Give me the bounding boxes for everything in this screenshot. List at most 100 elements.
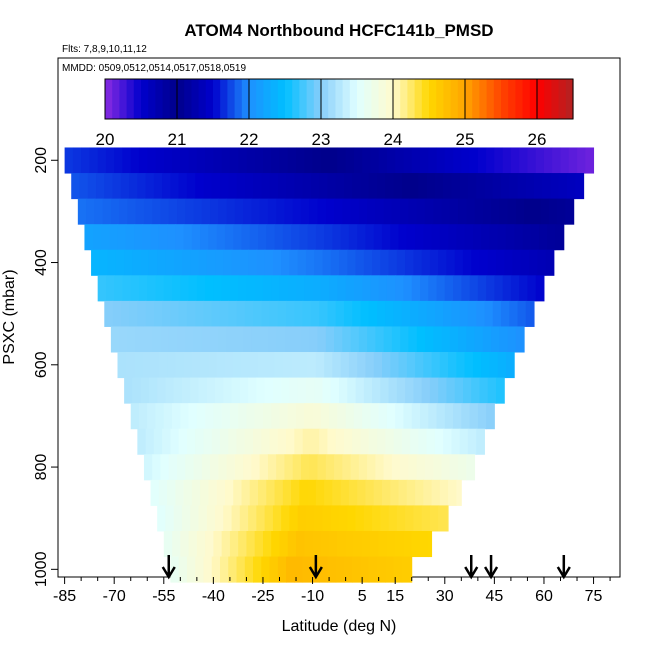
heatmap-cell xyxy=(411,147,421,174)
heatmap-cell xyxy=(339,377,348,404)
heatmap-cell xyxy=(203,428,213,455)
heatmap-cell xyxy=(135,326,145,353)
heatmap-cell xyxy=(292,454,302,481)
heatmap-cell xyxy=(284,326,294,353)
heatmap-cell xyxy=(294,300,304,327)
heatmap-cell xyxy=(122,275,132,302)
heatmap-cell xyxy=(272,377,282,404)
heatmap-cell xyxy=(117,224,127,251)
heatmap-cell xyxy=(261,556,271,583)
heatmap-cell xyxy=(428,275,438,302)
heatmap-cell xyxy=(251,198,261,225)
heatmap-cell xyxy=(372,505,381,532)
heatmap-cell xyxy=(464,224,474,251)
heatmap-cell xyxy=(317,198,327,225)
heatmap-cell xyxy=(286,173,295,200)
heatmap-cell xyxy=(378,147,388,174)
heatmap-cell xyxy=(330,377,340,404)
heatmap-cell xyxy=(500,173,510,200)
heatmap-cell xyxy=(221,403,231,430)
colorbar-tick-label: 22 xyxy=(240,130,259,149)
heatmap-cell xyxy=(388,505,398,532)
heatmap-cell xyxy=(302,173,312,200)
heatmap-cell xyxy=(253,428,262,455)
heatmap-cell xyxy=(224,224,234,251)
heatmap-cell xyxy=(444,147,454,174)
heatmap-cell xyxy=(266,352,276,379)
heatmap-cell xyxy=(512,249,522,276)
colorbar-cell xyxy=(393,79,401,119)
heatmap-cell xyxy=(408,198,418,225)
heatmap-cell xyxy=(443,173,452,200)
heatmap-cell xyxy=(167,479,176,506)
heatmap-cell xyxy=(158,224,168,251)
heatmap-cell xyxy=(183,352,193,379)
heatmap-cell xyxy=(287,147,297,174)
heatmap-cell xyxy=(419,275,429,302)
heatmap-cell xyxy=(213,530,223,558)
heatmap-cell xyxy=(459,428,469,455)
heatmap-cell xyxy=(332,352,342,379)
heatmap-cell xyxy=(186,300,196,327)
heatmap-cell xyxy=(193,326,203,353)
heatmap-cell xyxy=(489,224,499,251)
heatmap-cell xyxy=(170,300,180,327)
colorbar-cell xyxy=(378,79,387,119)
heatmap-cell xyxy=(291,479,300,506)
heatmap-cell xyxy=(357,352,366,379)
heatmap-cell xyxy=(441,454,451,481)
heatmap-cell xyxy=(474,326,484,353)
heatmap-cell xyxy=(448,352,457,379)
heatmap-cell xyxy=(492,300,502,327)
heatmap-cell xyxy=(322,249,332,276)
heatmap-cell xyxy=(134,352,143,379)
heatmap-cell xyxy=(165,249,175,276)
heatmap-cell xyxy=(378,275,388,302)
heatmap-cell xyxy=(261,428,271,455)
heatmap-cell xyxy=(367,198,376,225)
heatmap-cell xyxy=(424,326,434,353)
heatmap-cell xyxy=(170,428,180,455)
heatmap-cell xyxy=(248,505,257,532)
heatmap-cell xyxy=(147,147,157,174)
heatmap-cell xyxy=(456,224,466,251)
heatmap-cell xyxy=(155,403,165,430)
heatmap-cell xyxy=(208,224,218,251)
heatmap-cell xyxy=(234,326,244,353)
heatmap-cell xyxy=(211,173,221,200)
heatmap-cell xyxy=(160,454,170,481)
heatmap-cell xyxy=(545,249,555,276)
heatmap-cell xyxy=(424,454,434,481)
heatmap-cell xyxy=(433,198,442,225)
plot-area: MMDD: 0509,0512,0514,0517,0518,0519 xyxy=(57,57,621,583)
heatmap-cell xyxy=(296,403,305,430)
heatmap-cell xyxy=(439,479,449,506)
heatmap-cell xyxy=(276,326,285,353)
heatmap-cell xyxy=(243,454,252,481)
heatmap-cell xyxy=(342,198,352,225)
heatmap-cell xyxy=(350,326,360,353)
heatmap-cell xyxy=(168,454,178,481)
heatmap-cell xyxy=(320,147,330,174)
heatmap-cell xyxy=(448,479,457,506)
heatmap-cell xyxy=(454,377,464,404)
heatmap-cell xyxy=(117,352,127,379)
heatmap-cell xyxy=(262,403,272,430)
heatmap-cell xyxy=(191,479,201,506)
heatmap-cell xyxy=(163,403,173,430)
heatmap-cell xyxy=(173,505,183,532)
heatmap-cell xyxy=(320,403,330,430)
heatmap-cell xyxy=(210,454,219,481)
heatmap-cell xyxy=(231,505,241,532)
colorbar-cell xyxy=(515,79,524,119)
x-tick-label: -10 xyxy=(301,588,324,605)
heatmap-cell xyxy=(451,428,461,455)
heatmap-cell xyxy=(421,377,431,404)
heatmap-cell xyxy=(282,479,292,506)
heatmap-cell xyxy=(201,454,211,481)
heatmap-cell xyxy=(405,505,414,532)
colorbar-cell xyxy=(457,79,466,119)
heatmap-cell xyxy=(105,147,115,174)
heatmap-cell xyxy=(378,530,388,558)
heatmap-cell xyxy=(436,403,446,430)
